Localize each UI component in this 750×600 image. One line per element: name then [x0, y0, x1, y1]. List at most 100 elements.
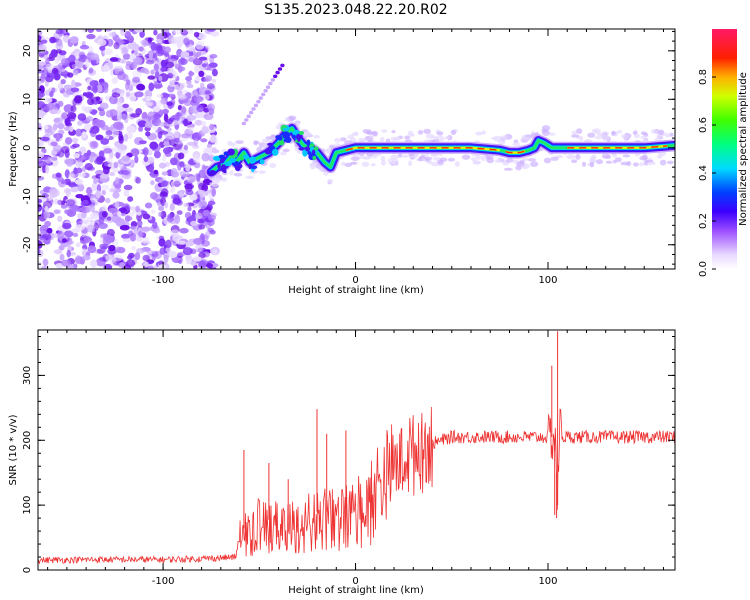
- halo-blob: [579, 135, 584, 142]
- noise-blob: [198, 169, 207, 179]
- noise-blob: [114, 151, 122, 158]
- noise-blob: [92, 118, 102, 128]
- noise-blob: [117, 148, 123, 154]
- noise-blob: [116, 89, 126, 94]
- noise-blob: [135, 205, 141, 213]
- noise-blob: [208, 62, 218, 68]
- ridge-blob: [312, 155, 317, 161]
- ridge-blob: [267, 142, 274, 146]
- noise-blob: [122, 74, 129, 82]
- noise-blob: [161, 171, 169, 176]
- noise-blob: [44, 220, 51, 227]
- colorbar: 0.0 0.2 0.4 0.6 0.8 Normalized spectral ampl…: [698, 29, 749, 277]
- halo-blob: [633, 162, 639, 167]
- noise-blob: [86, 204, 91, 213]
- noise-blob: [115, 246, 122, 253]
- noise-blob: [86, 33, 96, 40]
- noise-blob: [180, 51, 190, 58]
- halo-blob: [370, 163, 376, 167]
- noise-blob: [67, 72, 74, 78]
- noise-blob: [134, 29, 144, 33]
- halo-blob: [642, 139, 649, 143]
- noise-blob: [159, 191, 168, 198]
- noise-blob: [188, 57, 195, 63]
- noise-blob: [119, 224, 130, 231]
- noise-blob: [150, 209, 156, 214]
- noise-blob: [138, 140, 147, 145]
- noise-blob: [104, 29, 112, 32]
- halo-blob: [408, 160, 413, 167]
- noise-blob: [61, 112, 68, 120]
- colorbar-gradient: [712, 29, 737, 269]
- noise-blob: [127, 196, 134, 202]
- halo-blob: [616, 130, 623, 134]
- noise-blob: [143, 155, 149, 163]
- noise-blob: [209, 123, 215, 131]
- noise-blob: [122, 238, 132, 243]
- halo-blob: [450, 130, 457, 135]
- noise-blob: [169, 203, 175, 211]
- noise-blob: [171, 114, 180, 122]
- halo-blob: [381, 159, 386, 166]
- x-tick-label: -100: [152, 275, 175, 286]
- noise-blob: [89, 219, 95, 226]
- noise-blob: [44, 97, 53, 103]
- noise-blob: [203, 113, 214, 121]
- ridge-blob: [297, 134, 301, 142]
- halo-blob: [313, 135, 320, 139]
- noise-blob: [107, 163, 115, 168]
- noise-blob: [61, 238, 67, 243]
- noise-blob: [117, 211, 122, 217]
- noise-blob: [195, 41, 205, 50]
- noise-blob: [109, 171, 116, 177]
- noise-blob: [211, 188, 216, 197]
- noise-blob: [99, 243, 109, 250]
- noise-blob: [82, 92, 88, 97]
- halo-blob: [581, 161, 587, 167]
- noise-blob: [183, 37, 190, 46]
- noise-blob: [153, 250, 162, 259]
- noise-blob: [179, 161, 185, 168]
- noise-blob: [144, 202, 153, 209]
- ridge-blob: [239, 156, 244, 161]
- halo-blob: [417, 130, 424, 135]
- snr-axes: -100 0 100 0 100 200 300: [22, 330, 675, 587]
- noise-blob: [112, 121, 123, 130]
- streak-blob: [268, 81, 273, 86]
- noise-blob: [90, 125, 100, 134]
- noise-blob: [177, 152, 185, 160]
- noise-blob: [158, 130, 169, 135]
- halo-blob: [431, 161, 439, 167]
- noise-blob: [113, 161, 119, 169]
- noise-blob: [121, 233, 131, 239]
- halo-blob: [605, 160, 613, 164]
- streak-blob: [251, 107, 256, 111]
- halo-blob: [418, 156, 423, 162]
- halo-blob: [472, 160, 482, 165]
- noise-blob: [57, 230, 65, 240]
- noise-blob: [153, 113, 162, 120]
- noise-blob: [101, 190, 106, 196]
- noise-blob: [193, 96, 204, 103]
- noise-blob: [81, 251, 87, 256]
- noise-blob: [42, 258, 48, 266]
- noise-blob: [209, 229, 216, 235]
- noise-blob: [148, 51, 153, 60]
- noise-blob: [211, 78, 217, 84]
- noise-blob: [185, 164, 191, 172]
- noise-blob: [135, 108, 143, 116]
- halo-blob: [530, 161, 539, 167]
- noise-blob: [71, 63, 79, 70]
- noise-blob: [114, 201, 120, 209]
- noise-blob: [177, 105, 182, 111]
- noise-blob: [198, 56, 208, 61]
- streak-blob: [253, 103, 259, 108]
- streak-blob: [270, 78, 275, 82]
- halo-blob: [340, 161, 346, 166]
- noise-blob: [161, 108, 169, 114]
- ridge-blob: [313, 146, 319, 151]
- noise-blob: [158, 264, 167, 269]
- noise-blob: [147, 156, 155, 164]
- ridge-blob: [277, 135, 283, 141]
